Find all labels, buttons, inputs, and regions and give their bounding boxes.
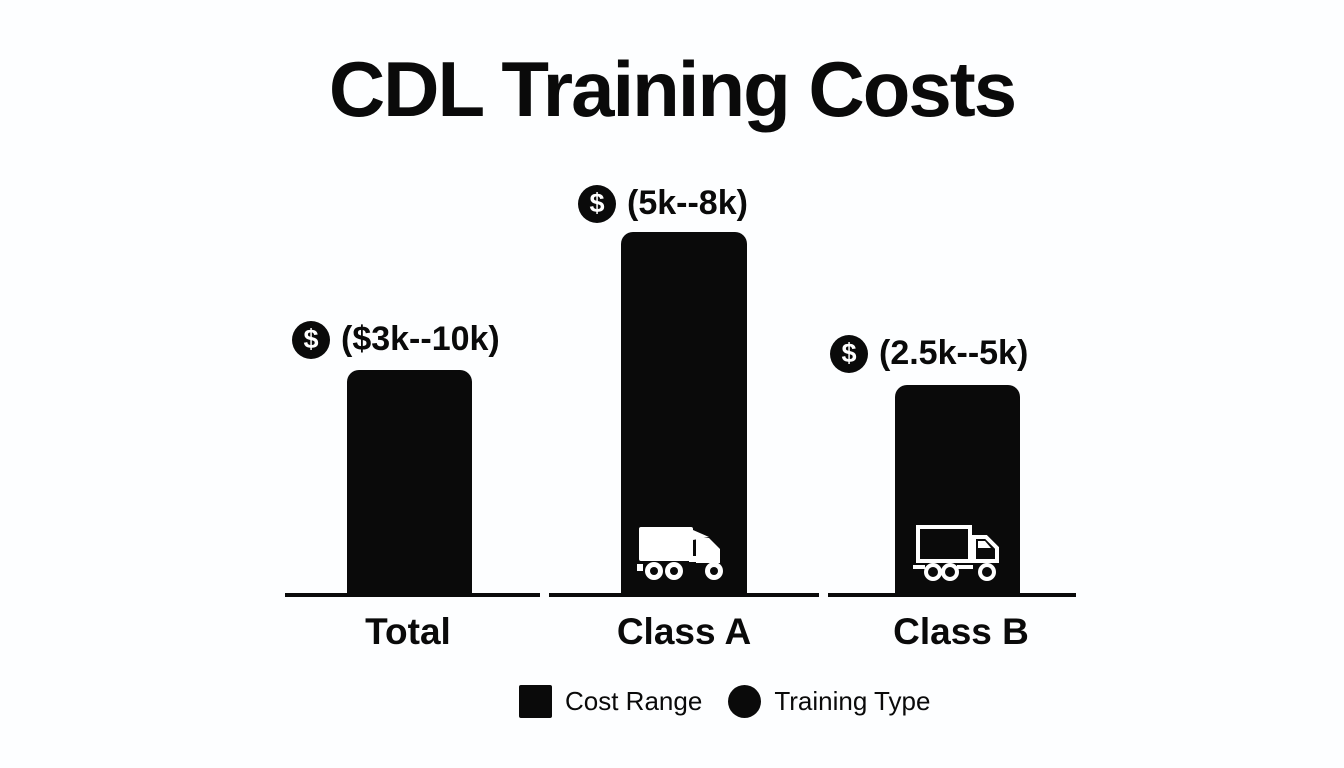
annotation-class-b: $ (2.5k--5k) xyxy=(830,334,1028,373)
legend-item-cost-range: Cost Range xyxy=(519,685,702,718)
x-axis-segment xyxy=(285,593,540,597)
category-label-total: Total xyxy=(365,611,451,652)
category-label-class-b: Class B xyxy=(893,611,1029,652)
annotation-class-a-text: (5k--8k) xyxy=(627,184,748,222)
dollar-icon: $ xyxy=(578,184,616,223)
legend-item-training-type: Training Type xyxy=(728,685,930,718)
bar-class-a xyxy=(621,232,747,595)
legend: Cost Range Training Type xyxy=(519,685,930,718)
bar-total xyxy=(347,370,472,595)
dollar-icon: $ xyxy=(292,320,330,359)
category-label-class-a: Class A xyxy=(616,611,752,652)
legend-label-training-type: Training Type xyxy=(774,686,931,716)
legend-label-cost-range: Cost Range xyxy=(565,686,703,716)
chart-title: CDL Training Costs xyxy=(328,45,1017,133)
truck-outline-icon xyxy=(912,522,1003,584)
circle-marker-icon xyxy=(728,685,762,718)
annotation-class-b-text: (2.5k--5k) xyxy=(879,334,1029,372)
annotation-class-a: $ (5k--8k) xyxy=(578,184,748,223)
x-axis-segment xyxy=(828,593,1076,597)
dollar-icon: $ xyxy=(830,334,868,373)
square-marker-icon xyxy=(519,685,552,718)
annotation-total-text: ($3k--10k) xyxy=(341,320,500,358)
truck-filled-icon xyxy=(637,520,731,584)
x-axis-segment xyxy=(549,593,819,597)
annotation-total: $ ($3k--10k) xyxy=(292,320,500,359)
bar-class-b xyxy=(895,385,1020,595)
